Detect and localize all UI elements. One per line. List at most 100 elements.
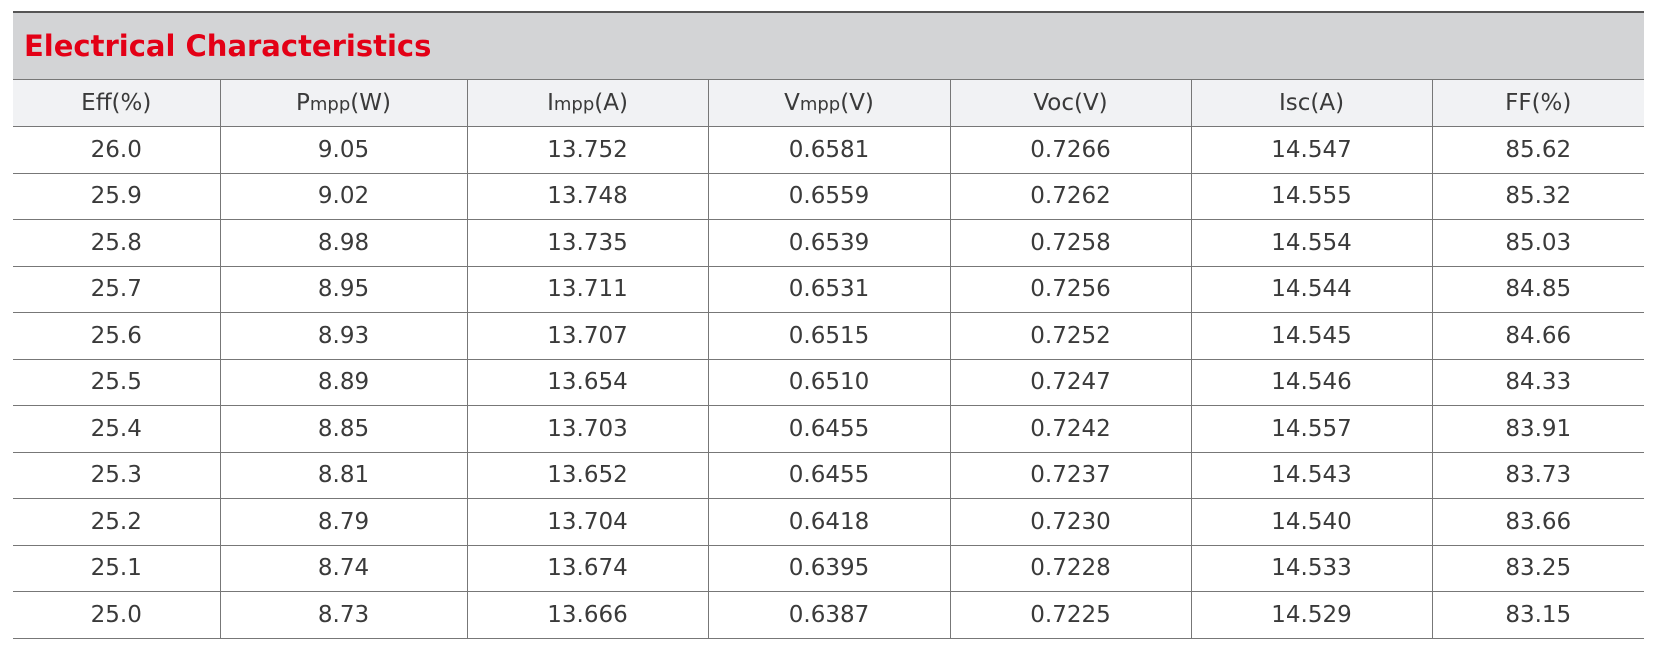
- header-main: Isc(A): [1278, 90, 1345, 116]
- table-cell: 14.555: [1190, 173, 1432, 220]
- column-header: Vmpp(V): [707, 79, 950, 127]
- column-header: FF(%): [1431, 79, 1644, 127]
- table-cell: 25.1: [13, 545, 220, 592]
- table-cell: 13.666: [466, 591, 708, 639]
- table-row: 25.5 8.89 13.654 0.6510 0.7247 14.546 84.33: [13, 359, 1644, 406]
- table-row: 25.4 8.85 13.703 0.6455 0.7242 14.557 83.91: [13, 405, 1644, 453]
- table-cell: 0.6418: [707, 498, 950, 546]
- table-cell: 85.03: [1431, 219, 1644, 267]
- table-cell: 13.703: [466, 405, 708, 453]
- table-cell: 0.6510: [707, 359, 950, 406]
- header-main: P: [296, 90, 310, 116]
- table-cell: 25.6: [13, 312, 220, 360]
- table-row: 25.7 8.95 13.711 0.6531 0.7256 14.544 84.85: [13, 266, 1644, 313]
- column-header: Impp(A): [466, 79, 708, 127]
- table-cell: 0.6395: [707, 545, 950, 592]
- table-cell: 13.674: [466, 545, 708, 592]
- table-cell: 25.3: [13, 452, 220, 499]
- table-cell: 0.7228: [949, 545, 1191, 592]
- table-row: 25.0 8.73 13.666 0.6387 0.7225 14.529 83.15: [13, 591, 1644, 639]
- table-cell: 83.73: [1431, 452, 1644, 499]
- header-sub: mpp: [799, 94, 841, 115]
- table-cell: 0.6387: [707, 591, 950, 639]
- table-cell: 8.73: [219, 591, 467, 639]
- table-cell: 83.91: [1431, 405, 1644, 453]
- header-sub: mpp: [309, 94, 351, 115]
- table-cell: 85.32: [1431, 173, 1644, 220]
- table-cell: 0.7225: [949, 591, 1191, 639]
- column-header: Isc(A): [1190, 79, 1432, 127]
- table-row: 25.1 8.74 13.674 0.6395 0.7228 14.533 83.25: [13, 545, 1644, 592]
- table-cell: 8.89: [219, 359, 467, 406]
- table-cell: 14.533: [1190, 545, 1432, 592]
- table-cell: 25.5: [13, 359, 220, 406]
- table-cell: 14.529: [1190, 591, 1432, 639]
- spec-table-block: Electrical Characteristics Eff(%) Pmpp(W)…: [13, 11, 1644, 639]
- table-row: 25.2 8.79 13.704 0.6418 0.7230 14.540 83.66: [13, 498, 1644, 546]
- table-cell: 85.62: [1431, 126, 1644, 174]
- header-sub: mpp: [553, 94, 595, 115]
- table-cell: 0.7266: [949, 126, 1191, 174]
- table-row: 25.6 8.93 13.707 0.6515 0.7252 14.545 84.66: [13, 312, 1644, 360]
- table-title: Electrical Characteristics: [13, 11, 1644, 79]
- table-cell: 13.652: [466, 452, 708, 499]
- table-cell: 8.93: [219, 312, 467, 360]
- table-cell: 14.557: [1190, 405, 1432, 453]
- table-cell: 0.6455: [707, 405, 950, 453]
- table-cell: 8.85: [219, 405, 467, 453]
- table-row: 25.9 9.02 13.748 0.6559 0.7262 14.555 85.32: [13, 173, 1644, 220]
- table-cell: 0.7237: [949, 452, 1191, 499]
- header-main: Voc(V): [1033, 90, 1108, 116]
- header-unit: (V): [840, 90, 874, 116]
- table-cell: 0.7258: [949, 219, 1191, 267]
- table-cell: 84.33: [1431, 359, 1644, 406]
- table-cell: 14.554: [1190, 219, 1432, 267]
- table-cell: 8.79: [219, 498, 467, 546]
- table-cell: 13.748: [466, 173, 708, 220]
- table-cell: 8.98: [219, 219, 467, 267]
- header-unit: (W): [350, 90, 391, 116]
- table-cell: 8.95: [219, 266, 467, 313]
- table-cell: 25.2: [13, 498, 220, 546]
- table-cell: 14.545: [1190, 312, 1432, 360]
- table-cell: 14.544: [1190, 266, 1432, 313]
- table-cell: 9.05: [219, 126, 467, 174]
- header-main: I: [547, 90, 554, 116]
- table-cell: 13.704: [466, 498, 708, 546]
- table-cell: 83.66: [1431, 498, 1644, 546]
- table-cell: 8.74: [219, 545, 467, 592]
- table-cell: 0.6531: [707, 266, 950, 313]
- table-cell: 0.6455: [707, 452, 950, 499]
- table-cell: 0.7242: [949, 405, 1191, 453]
- table-cell: 0.6515: [707, 312, 950, 360]
- table-cell: 13.752: [466, 126, 708, 174]
- table-cell: 14.546: [1190, 359, 1432, 406]
- column-header: Eff(%): [13, 79, 220, 127]
- table-cell: 13.735: [466, 219, 708, 267]
- table-row: 25.3 8.81 13.652 0.6455 0.7237 14.543 83.73: [13, 452, 1644, 499]
- table-cell: 25.9: [13, 173, 220, 220]
- table-cell: 13.654: [466, 359, 708, 406]
- table-cell: 0.7262: [949, 173, 1191, 220]
- table-cell: 25.4: [13, 405, 220, 453]
- column-header: Pmpp(W): [219, 79, 467, 127]
- table-cell: 8.81: [219, 452, 467, 499]
- header-unit: (A): [594, 90, 628, 116]
- table-cell: 25.0: [13, 591, 220, 639]
- header-main: FF(%): [1505, 90, 1572, 116]
- spec-table: Eff(%) Pmpp(W) Impp(A) Vmpp(V) Voc(V) Isc(A) F…: [13, 79, 1644, 639]
- table-cell: 0.6559: [707, 173, 950, 220]
- header-main: Eff(%): [81, 90, 152, 116]
- table-cell: 9.02: [219, 173, 467, 220]
- header-main: V: [784, 90, 800, 116]
- column-header: Voc(V): [949, 79, 1191, 127]
- table-cell: 0.7247: [949, 359, 1191, 406]
- table-cell: 84.85: [1431, 266, 1644, 313]
- table-cell: 25.7: [13, 266, 220, 313]
- table-cell: 13.711: [466, 266, 708, 313]
- table-cell: 83.15: [1431, 591, 1644, 639]
- table-cell: 0.6581: [707, 126, 950, 174]
- table-cell: 14.543: [1190, 452, 1432, 499]
- table-cell: 0.7230: [949, 498, 1191, 546]
